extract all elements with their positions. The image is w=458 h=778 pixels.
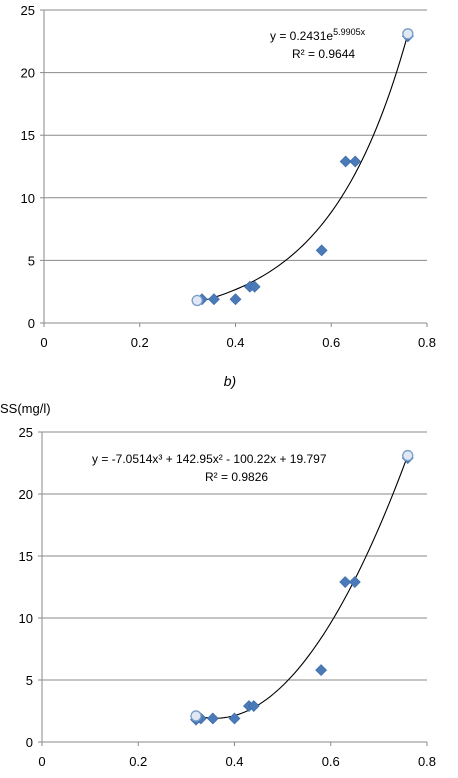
- y-tick-label: 0: [26, 735, 33, 750]
- y-tick-label: 0: [28, 316, 35, 331]
- x-tick-label: 0.4: [225, 754, 243, 769]
- data-point-diamond: [339, 155, 352, 168]
- data-point-diamond: [339, 576, 352, 588]
- data-point-diamond: [315, 664, 328, 677]
- data-point-diamond: [208, 293, 220, 306]
- r-squared-label: R² = 0.9644: [292, 47, 355, 61]
- y-tick-label: 20: [19, 487, 33, 502]
- data-point-diamond: [248, 280, 261, 293]
- chart-caption: b): [224, 373, 236, 389]
- x-tick-label: 0.8: [418, 754, 436, 769]
- trendline-equation: y = -7.0514x³ + 142.95x² - 100.22x + 19.…: [92, 452, 327, 466]
- data-point-circle: [190, 710, 202, 722]
- x-tick-label: 0.6: [322, 335, 340, 350]
- x-tick-label: 0.6: [322, 754, 340, 769]
- y-tick-label: 10: [19, 611, 33, 626]
- data-point-circle: [402, 449, 414, 462]
- data-point-diamond: [228, 712, 241, 725]
- x-tick-label: 0: [40, 335, 47, 350]
- x-tick-label: 0.2: [129, 754, 147, 769]
- x-tick-label: 0.2: [131, 335, 149, 350]
- x-tick-label: 0.4: [226, 335, 244, 350]
- data-point-circle: [191, 294, 203, 307]
- chart-2: 0 5 10 15 20 25 0 0.2 0.4 0.6 0.8 y = -7.0514x³ + 1…: [0, 401, 436, 769]
- data-point-diamond: [349, 155, 362, 168]
- y-tick-label: 15: [19, 549, 33, 564]
- y-tick-label: 15: [21, 128, 35, 143]
- trendline: [195, 455, 409, 719]
- y-tick-label: 5: [26, 673, 33, 688]
- y-tick-label: 25: [19, 425, 33, 440]
- trendline-equation: y = 0.2431e5.9905x: [270, 27, 366, 43]
- y-tick-label: 5: [28, 253, 35, 268]
- y-tick-label: 25: [21, 3, 35, 18]
- y-axis-title: SS(mg/l): [0, 401, 51, 416]
- data-point-diamond: [229, 293, 242, 306]
- data-point-diamond: [315, 244, 328, 257]
- x-tick-label: 0: [38, 754, 45, 769]
- x-tick-label: 0.8: [418, 335, 436, 350]
- r-squared-label: R² = 0.9826: [205, 470, 268, 484]
- y-tick-label: 20: [21, 66, 35, 81]
- chart-1: 0 5 10 15 20 25 0 0.2 0.4 0.6 0.8 y = 0.2431e5.9905…: [21, 3, 437, 389]
- data-point-diamond: [206, 712, 219, 725]
- data-point-diamond: [247, 700, 260, 712]
- data-point-circle: [402, 28, 414, 40]
- y-tick-label: 10: [21, 191, 35, 206]
- data-point-diamond: [348, 576, 361, 588]
- trendline: [197, 34, 409, 303]
